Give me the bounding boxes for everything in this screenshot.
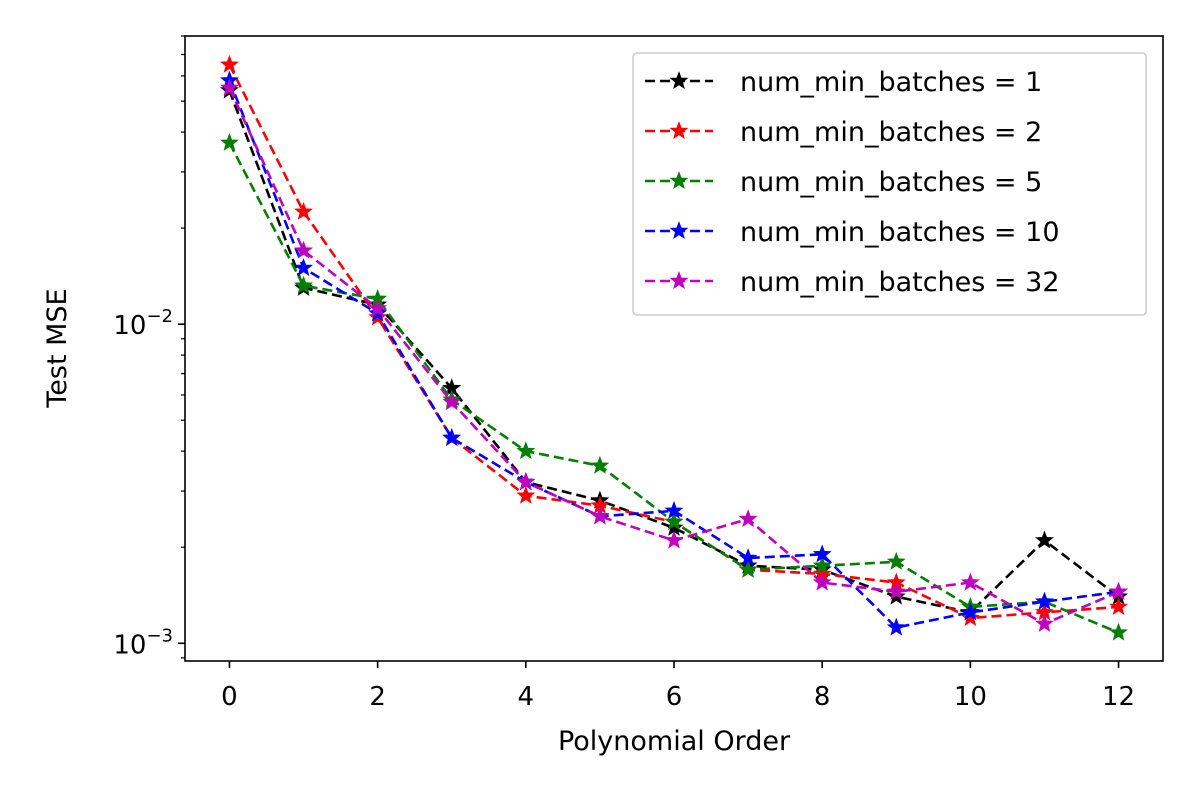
data-point bbox=[590, 506, 610, 525]
data-point bbox=[738, 509, 758, 528]
x-tick-label: 10 bbox=[954, 682, 987, 712]
x-tick-label: 6 bbox=[666, 682, 683, 712]
x-tick-label: 0 bbox=[221, 682, 238, 712]
data-point bbox=[886, 581, 906, 600]
data-point bbox=[294, 258, 313, 277]
legend-marker bbox=[669, 271, 689, 290]
data-point bbox=[220, 132, 239, 151]
data-point bbox=[960, 608, 980, 627]
y-tick-base: 10 bbox=[113, 311, 146, 341]
x-tick-label: 8 bbox=[814, 682, 831, 712]
x-axis-label: Polynomial Order bbox=[558, 726, 791, 757]
data-point bbox=[738, 559, 758, 578]
y-axis-label: Test MSE bbox=[42, 288, 73, 408]
data-point bbox=[442, 428, 462, 446]
data-point bbox=[960, 572, 980, 591]
y-tick-label: 10−3 bbox=[113, 625, 173, 660]
data-point bbox=[516, 441, 536, 460]
x-ticks: 0 2 4 6 8 10 12 bbox=[221, 661, 1135, 712]
data-point bbox=[368, 298, 388, 317]
legend-marker bbox=[669, 221, 689, 240]
plot-frame bbox=[184, 35, 1164, 662]
data-point bbox=[1035, 591, 1054, 610]
data-point bbox=[368, 303, 388, 322]
y-tick-exponent: −3 bbox=[146, 625, 173, 646]
data-point bbox=[812, 555, 832, 574]
legend-label: num_min_batches = 32 bbox=[740, 267, 1060, 298]
data-point bbox=[664, 530, 684, 549]
data-point bbox=[294, 275, 313, 294]
y-tick-exponent: −2 bbox=[146, 306, 173, 327]
data-point bbox=[220, 54, 239, 73]
data-point bbox=[1035, 530, 1054, 549]
series-layer bbox=[220, 54, 1128, 641]
data-point bbox=[294, 240, 313, 259]
data-point bbox=[516, 485, 536, 504]
data-point bbox=[1035, 614, 1054, 632]
data-point bbox=[886, 617, 906, 636]
data-point bbox=[664, 500, 684, 519]
legend-item: num_min_batches = 10 bbox=[645, 217, 1060, 248]
data-point bbox=[442, 392, 462, 411]
legend: num_min_batches = 1 num_min_batches = 2 nu… bbox=[632, 52, 1147, 316]
legend-item: num_min_batches = 32 bbox=[645, 267, 1060, 298]
y-major-ticks: 10−210−3 bbox=[113, 306, 185, 660]
legend-item: num_min_batches = 5 bbox=[645, 167, 1042, 198]
data-point bbox=[664, 512, 684, 530]
data-point bbox=[1109, 581, 1128, 600]
series-4 bbox=[220, 78, 1128, 632]
data-point bbox=[590, 455, 610, 474]
x-tick-label: 12 bbox=[1102, 682, 1135, 712]
legend-label: num_min_batches = 1 bbox=[740, 67, 1042, 98]
data-point bbox=[516, 472, 536, 491]
legend-item: num_min_batches = 1 bbox=[645, 67, 1042, 98]
legend-marker bbox=[669, 171, 689, 190]
legend-label: num_min_batches = 5 bbox=[740, 167, 1042, 198]
data-point bbox=[812, 544, 832, 563]
data-point bbox=[1109, 597, 1128, 615]
x-tick-label: 2 bbox=[369, 682, 386, 712]
data-point bbox=[294, 201, 313, 220]
data-point bbox=[220, 78, 239, 96]
data-point bbox=[960, 602, 980, 621]
data-point bbox=[812, 572, 832, 591]
y-tick-label: 10−2 bbox=[113, 306, 173, 341]
legend-label: num_min_batches = 10 bbox=[740, 217, 1060, 248]
data-point bbox=[738, 548, 758, 567]
legend-label: num_min_batches = 2 bbox=[740, 117, 1042, 148]
legend-marker bbox=[669, 121, 689, 140]
data-point bbox=[1109, 622, 1128, 641]
y-tick-base: 10 bbox=[113, 630, 146, 660]
legend-box bbox=[632, 52, 1147, 316]
x-tick-label: 4 bbox=[518, 682, 535, 712]
legend-marker bbox=[669, 71, 689, 90]
legend-item: num_min_batches = 2 bbox=[645, 117, 1042, 148]
data-point bbox=[886, 551, 906, 570]
